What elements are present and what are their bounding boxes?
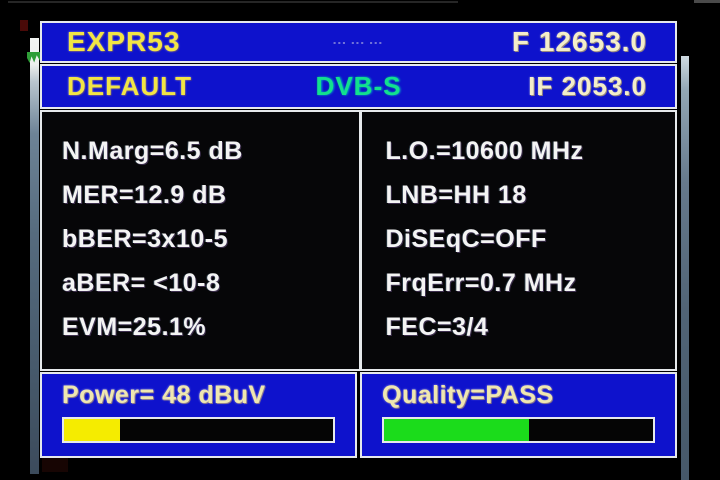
status-bars-row: Power= 48 dBuV Quality=PASS — [40, 372, 677, 458]
power-progress-bar — [62, 417, 335, 443]
video-noise-bottom-smudge — [42, 458, 68, 472]
header-bar-satellite: EXPR53 --- --- --- F 12653.0 — [40, 21, 677, 63]
power-label: Power= 48 dBuV — [62, 381, 266, 409]
if-frequency-readout: IF 2053.0 — [528, 71, 647, 101]
quality-panel: Quality=PASS — [360, 372, 677, 458]
measurement-mer: MER=12.9 dB — [62, 181, 227, 209]
setting-fec: FEC=3/4 — [385, 313, 489, 341]
setting-diseqc: DiSEqC=OFF — [385, 225, 547, 253]
power-panel: Power= 48 dBuV — [40, 372, 357, 458]
measurement-bber: bBER=3x10-5 — [62, 225, 228, 253]
quality-label: Quality=PASS — [382, 381, 554, 409]
video-noise-left-strip — [30, 38, 39, 474]
video-noise-red-dot — [20, 20, 28, 31]
profile-name: DEFAULT — [67, 71, 192, 101]
power-progress-fill — [64, 419, 121, 441]
quality-progress-bar — [382, 417, 655, 443]
measurements-panel: N.Marg=6.5 dB MER=12.9 dB bBER=3x10-5 aB… — [40, 110, 677, 371]
satellite-meter-screen: EXPR53 --- --- --- F 12653.0 DEFAULT DVB… — [40, 21, 677, 458]
measurement-evm: EVM=25.1% — [62, 313, 207, 341]
video-noise-top-right — [694, 0, 720, 3]
header-center-marks: --- --- --- — [333, 37, 384, 47]
frequency-readout: F 12653.0 — [511, 26, 647, 57]
video-noise-green-glitch — [27, 52, 40, 63]
measurements-left-column: N.Marg=6.5 dB MER=12.9 dB bBER=3x10-5 aB… — [42, 112, 359, 369]
measurement-noise-margin: N.Marg=6.5 dB — [62, 137, 243, 165]
setting-lo-frequency: L.O.=10600 MHz — [385, 137, 584, 165]
satellite-name: EXPR53 — [67, 26, 181, 57]
measurement-freq-error: FrqErr=0.7 MHz — [385, 269, 577, 297]
setting-lnb: LNB=HH 18 — [385, 181, 527, 209]
video-noise-right-strip — [681, 56, 689, 480]
header-bar-profile: DEFAULT DVB-S IF 2053.0 — [40, 64, 677, 109]
quality-progress-fill — [384, 419, 530, 441]
signal-standard-label: DVB-S — [315, 71, 402, 101]
measurement-aber: aBER= <10-8 — [62, 269, 221, 297]
measurements-right-column: L.O.=10600 MHz LNB=HH 18 DiSEqC=OFF FrqE… — [358, 112, 676, 369]
video-noise-top-line — [8, 1, 458, 3]
